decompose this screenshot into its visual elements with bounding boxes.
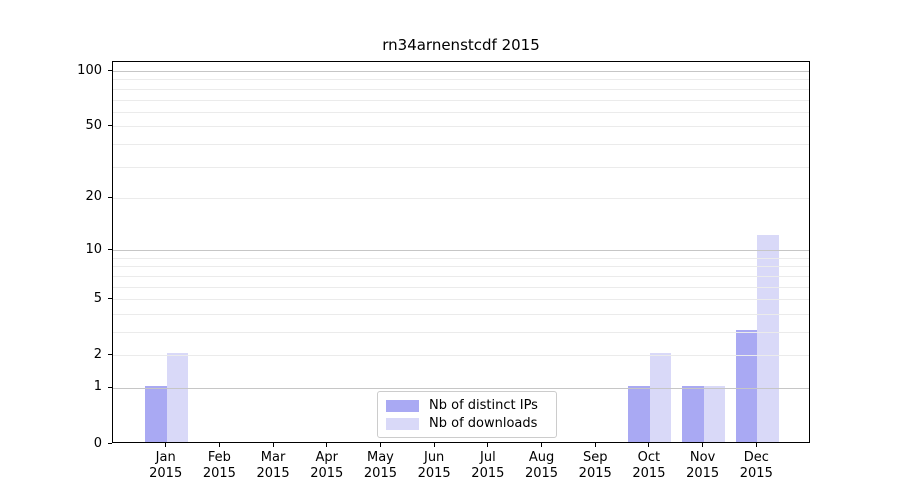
bar-downloads-oct [649, 353, 672, 442]
major-gridline [113, 250, 809, 252]
minor-gridline [113, 79, 809, 81]
x-tick-mark [487, 443, 489, 447]
y-tick-label: 100 [77, 62, 102, 78]
x-tick-label: Jun 2015 [417, 450, 451, 481]
minor-gridline [113, 266, 809, 268]
y-tick-mark [108, 386, 112, 388]
y-tick-label: 1 [93, 379, 102, 395]
minor-gridline [113, 99, 809, 101]
y-tick-label: 5 [93, 290, 102, 306]
minor-gridline [113, 331, 809, 333]
x-tick-label: Dec 2015 [739, 450, 773, 481]
x-tick-mark [755, 443, 757, 447]
y-tick-label: 20 [85, 189, 102, 205]
x-tick-mark [165, 443, 167, 447]
major-gridline [113, 71, 809, 73]
x-tick-mark [648, 443, 650, 447]
legend-label-distinct-ips: Nb of distinct IPs [429, 398, 538, 413]
y-tick-mark [108, 354, 112, 356]
minor-gridline [113, 143, 809, 145]
y-tick-label: 10 [85, 241, 102, 257]
legend: Nb of distinct IPs Nb of downloads [377, 391, 557, 438]
x-tick-mark [433, 443, 435, 447]
x-tick-mark [594, 443, 596, 447]
legend-item-distinct-ips: Nb of distinct IPs [386, 398, 556, 413]
minor-gridline [113, 111, 809, 113]
minor-gridline [113, 166, 809, 168]
minor-gridline [113, 313, 809, 315]
legend-swatch-downloads [386, 417, 419, 430]
x-tick-mark [541, 443, 543, 447]
x-tick-label: Mar 2015 [256, 450, 290, 481]
bar-downloads-dec [757, 234, 779, 442]
minor-gridline [113, 257, 809, 259]
legend-label-downloads: Nb of downloads [429, 416, 538, 431]
y-tick-mark [108, 443, 112, 444]
x-tick-label: Aug 2015 [524, 450, 559, 481]
x-tick-label: Jul 2015 [471, 450, 505, 481]
bar-downloads-jan [166, 353, 189, 442]
y-tick-mark [108, 298, 112, 300]
minor-gridline [113, 286, 809, 288]
legend-item-downloads: Nb of downloads [386, 416, 556, 431]
x-tick-label: Oct 2015 [632, 450, 666, 481]
minor-gridline [113, 275, 809, 277]
x-tick-mark [218, 443, 220, 447]
minor-gridline [113, 355, 809, 357]
x-tick-label: Jan 2015 [149, 450, 183, 481]
y-tick-label: 0 [93, 435, 102, 451]
bar-distinct-ips-nov [682, 386, 704, 442]
bar-downloads-nov [703, 386, 726, 442]
bar-distinct-ips-oct [628, 386, 650, 442]
x-tick-label: Apr 2015 [310, 450, 344, 481]
bar-distinct-ips-jan [145, 386, 167, 442]
x-tick-mark [702, 443, 704, 447]
plot-area [112, 61, 810, 443]
minor-gridline [113, 197, 809, 199]
x-tick-label: Sep 2015 [578, 450, 612, 481]
y-tick-mark [108, 70, 112, 72]
legend-swatch-distinct-ips [386, 399, 419, 412]
y-tick-label: 50 [85, 117, 102, 133]
minor-gridline [113, 299, 809, 301]
x-tick-mark [379, 443, 381, 447]
x-tick-label: Nov 2015 [686, 450, 720, 481]
y-tick-mark [108, 125, 112, 127]
x-tick-label: Feb 2015 [202, 450, 236, 481]
y-tick-label: 2 [93, 346, 102, 362]
chart-title: rn34arnenstcdf 2015 [382, 36, 540, 54]
x-tick-mark [272, 443, 274, 447]
minor-gridline [113, 126, 809, 128]
minor-gridline [113, 88, 809, 90]
major-gridline [113, 387, 809, 389]
y-tick-mark [108, 249, 112, 251]
bar-distinct-ips-dec [735, 329, 758, 442]
bars-layer [113, 62, 809, 442]
y-tick-mark [108, 196, 112, 198]
x-tick-mark [326, 443, 328, 447]
x-tick-label: May 2015 [363, 450, 397, 481]
grid-layer [113, 62, 809, 442]
